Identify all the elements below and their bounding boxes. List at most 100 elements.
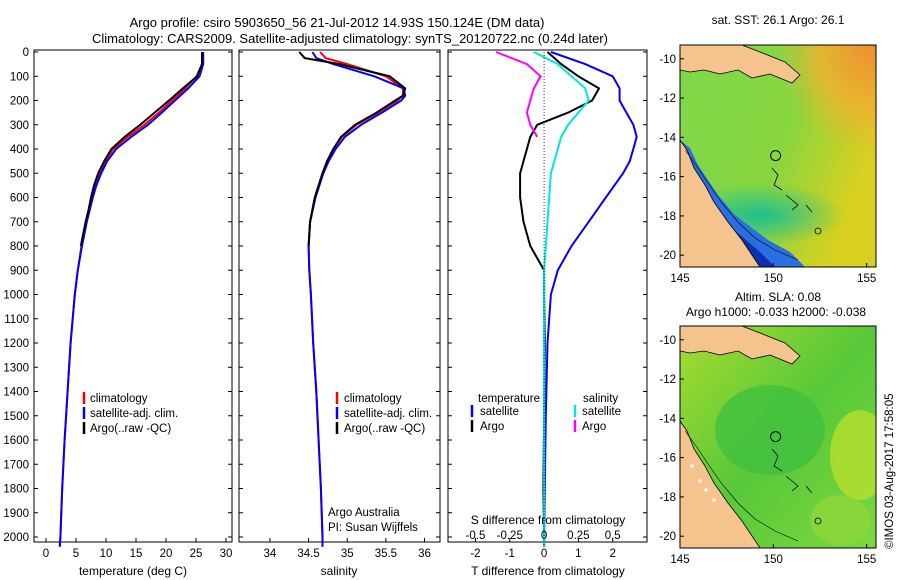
x-tick-label: 20 xyxy=(160,548,173,560)
difference-xlabel-top: S difference from climatology xyxy=(471,513,626,527)
legend-label: climatology xyxy=(90,393,148,405)
sst-map-title: sat. SST: 26.1 Argo: 26.1 xyxy=(712,13,845,27)
coastal-dot xyxy=(690,464,694,468)
argo-position-marker xyxy=(770,431,782,443)
map-y-tick-label: -10 xyxy=(659,54,676,66)
isobath xyxy=(684,430,799,542)
depth-tick-label: 1400 xyxy=(3,387,29,399)
salinity-legend: climatology satellite-adj. clim. Argo(..… xyxy=(335,392,432,435)
sla-map-title: Altim. SLA: 0.08 xyxy=(735,290,821,304)
depth-tick-label: 400 xyxy=(10,144,29,156)
x-tick-label: 35 xyxy=(341,548,354,560)
land-new-guinea xyxy=(680,45,801,84)
salinity-diff-ticks: -0.5 -0.25 0 0.25 0.5 xyxy=(466,530,621,542)
x-tick-label: 1 xyxy=(575,548,581,560)
map-x-tick-label: 150 xyxy=(764,273,783,285)
depth-tick-label: 600 xyxy=(10,193,29,205)
legend-label: satellite-adj. clim. xyxy=(344,408,432,420)
map-x-tick-label: 145 xyxy=(670,273,689,285)
difference-series xyxy=(495,51,638,547)
coastal-dot xyxy=(712,498,716,502)
salinity-xlabel: salinity xyxy=(321,564,358,578)
legend-header-salinity: salinity xyxy=(583,393,618,405)
series-line xyxy=(307,51,404,547)
sla-high-patch xyxy=(830,410,876,500)
series-line xyxy=(543,51,638,547)
map-y-tick-label: -10 xyxy=(659,335,676,347)
top-tick-label: 0.25 xyxy=(567,530,589,542)
x-tick-label: 5 xyxy=(73,548,79,560)
annotation-pi: PI: Susan Wijffels xyxy=(328,522,418,534)
salinity-series xyxy=(298,51,407,547)
sla-low-patch xyxy=(715,385,825,475)
series-line xyxy=(58,52,203,547)
x-tick-label: -1 xyxy=(505,548,515,560)
x-tick-label: 0 xyxy=(541,548,547,560)
depth-tick-label: 300 xyxy=(10,120,29,132)
series-line xyxy=(307,51,407,547)
map-y-tick-label: -12 xyxy=(659,374,676,386)
isobath xyxy=(684,149,799,261)
x-tick-label: -2 xyxy=(470,548,480,560)
x-tick-label: 35.5 xyxy=(375,548,397,560)
x-tick-label: 34.5 xyxy=(297,548,319,560)
legend-label: Argo xyxy=(582,421,606,433)
x-tick-label: 0 xyxy=(43,548,49,560)
difference-xlabel: T difference from climatology xyxy=(471,564,625,578)
sla-map-subtitle: Argo h1000: -0.033 h2000: -0.038 xyxy=(686,305,866,319)
x-tick-label: 15 xyxy=(130,548,143,560)
map-y-tick-label: -16 xyxy=(659,172,676,184)
map-y-tick-label: -14 xyxy=(659,413,676,425)
legend-label: satellite-adj. clim. xyxy=(90,408,178,420)
map-y-tick-label: -12 xyxy=(659,93,676,105)
temperature-plot-frame xyxy=(33,49,233,543)
sla-map-panel: Altim. SLA: 0.08 Argo h1000: -0.033 h200… xyxy=(659,290,877,566)
map-x-tick-label: 145 xyxy=(670,554,689,566)
temperature-xlabel: temperature (deg C) xyxy=(79,564,187,578)
imos-footer: ©IMOS 03-Aug-2017 17:58:05 xyxy=(884,393,896,549)
depth-tick-label: 1600 xyxy=(3,435,29,447)
series-line xyxy=(79,52,203,247)
depth-tick-label: 100 xyxy=(10,71,29,83)
depth-tick-label: 1200 xyxy=(3,338,29,350)
temperature-x-axis: 0 5 10 15 20 25 30 xyxy=(43,538,233,560)
depth-tick-label: 800 xyxy=(10,241,29,253)
series-line xyxy=(495,51,542,138)
series-line xyxy=(58,52,205,547)
difference-panel: -2 -1 0 1 2 S difference from climatology -0… xyxy=(447,49,648,578)
argo-position-marker xyxy=(770,150,782,162)
x-tick-label: 30 xyxy=(220,548,233,560)
depth-tick-label: 700 xyxy=(10,217,29,229)
depth-tick-label: 1100 xyxy=(4,314,29,326)
salinity-depth-ticks xyxy=(239,51,440,538)
map-y-tick-label: -18 xyxy=(659,492,676,504)
salinity-panel: 34 34.5 35 35.5 36 salinity climatology sate… xyxy=(238,49,441,578)
depth-tick-label: 500 xyxy=(10,168,29,180)
land-new-guinea xyxy=(680,326,801,365)
legend-label: Argo(..raw -QC) xyxy=(344,423,425,435)
depth-tick-label: 1500 xyxy=(3,411,29,423)
top-tick-label: 0 xyxy=(541,530,547,542)
depth-tick-label: 1900 xyxy=(3,508,29,520)
series-line xyxy=(298,51,407,247)
difference-plot-frame xyxy=(447,49,648,543)
legend-label: satellite xyxy=(582,406,621,418)
temperature-panel: 0100200300400500600700800900100011001200… xyxy=(3,47,233,578)
map-y-tick-label: -18 xyxy=(659,211,676,223)
legend-label: satellite xyxy=(480,406,519,418)
coastal-dot xyxy=(704,488,708,492)
sla-map-axes: 145 150 155 -10 -12 -14 -16 -18 -20 xyxy=(659,335,876,566)
top-tick-label: 0.5 xyxy=(605,530,621,542)
reef-marker xyxy=(814,227,822,235)
map-x-tick-label: 155 xyxy=(857,273,876,285)
legend-header-temperature: temperature xyxy=(478,393,540,405)
depth-tick-label: 1300 xyxy=(3,362,29,374)
depth-tick-label: 1800 xyxy=(3,484,29,496)
salinity-x-axis: 34 34.5 35 35.5 36 xyxy=(264,538,431,560)
map-y-tick-label: -14 xyxy=(659,132,676,144)
salinity-plot-frame xyxy=(238,49,441,543)
map-x-tick-label: 155 xyxy=(857,554,876,566)
temperature-series xyxy=(58,52,205,547)
reef-marker xyxy=(814,517,822,525)
land-queensland xyxy=(680,420,761,548)
